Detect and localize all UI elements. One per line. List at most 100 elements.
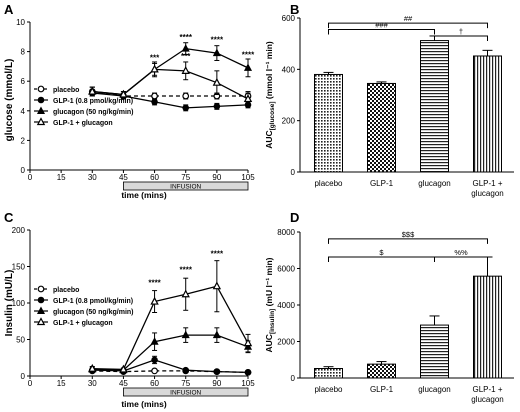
- y-tick-label: 0: [291, 374, 296, 383]
- panel-letter: C: [4, 210, 14, 225]
- significance-label: ##: [404, 14, 413, 23]
- category-label: placebo: [314, 385, 343, 394]
- x-tick-label: 75: [181, 173, 190, 182]
- data-point: [182, 92, 190, 100]
- category-label: glucagon: [471, 395, 503, 404]
- y-tick-label: 50: [16, 336, 25, 345]
- y-tick-label: 100: [12, 299, 26, 308]
- x-tick-label: 105: [241, 173, 255, 182]
- bar: [367, 82, 396, 173]
- data-point: [243, 63, 253, 71]
- series-3: [88, 260, 253, 373]
- y-axis-label: AUC[insulin] (mU l⁻¹ min): [264, 257, 276, 352]
- y-tick-label: 0: [21, 372, 26, 381]
- legend: placebo GLP-1 (0.8 pmol/kg/min) glucagon (…: [34, 285, 134, 327]
- data-point: [119, 364, 128, 373]
- significance-label: ****: [148, 278, 161, 287]
- significance-label: %%: [454, 248, 468, 257]
- y-tick-label: 8: [21, 48, 26, 57]
- y-tick-label: 6000: [277, 265, 295, 274]
- x-axis-label: time (mins): [121, 190, 167, 200]
- infusion-label: INFUSION: [170, 390, 201, 397]
- significance-label: ###: [375, 21, 388, 30]
- data-point: [151, 92, 158, 100]
- significance-bracket: [434, 35, 488, 41]
- y-tick-label: 10: [16, 18, 25, 27]
- legend-label: placebo: [53, 287, 79, 294]
- data-point: [243, 338, 253, 347]
- legend-marker: [37, 85, 45, 93]
- bar: [314, 368, 343, 379]
- y-tick-label: 200: [12, 226, 26, 235]
- data-point: [212, 330, 221, 339]
- legend-label: GLP-1 (0.8 pmol/kg/min): [53, 298, 133, 305]
- y-tick-label: 0: [291, 168, 296, 177]
- x-tick-label: 90: [212, 173, 221, 182]
- panel-b: B 0 200 400 600 AUC[glucose] (mmol l⁻¹ min) pl…: [264, 2, 514, 198]
- x-tick-label: 0: [28, 379, 33, 388]
- legend-label: GLP-1 + glucagon: [53, 320, 113, 327]
- data-point: [244, 369, 252, 376]
- y-tick-label: 2: [21, 136, 26, 145]
- legend-label: glucagon (50 ng/kg/min): [53, 309, 134, 316]
- data-point: [88, 363, 97, 372]
- legend-marker: [36, 106, 46, 114]
- data-point: [150, 64, 159, 73]
- category-label: glucagon: [418, 385, 450, 394]
- data-point: [243, 94, 253, 103]
- data-point: [213, 103, 221, 110]
- x-tick-label: 75: [181, 379, 190, 388]
- y-tick-label: 4000: [277, 301, 295, 310]
- series-line: [92, 334, 249, 371]
- significance-label: †: [459, 27, 463, 36]
- bar: [473, 275, 502, 379]
- data-point: [213, 368, 221, 375]
- series-line: [92, 359, 249, 373]
- y-tick-label: 8000: [277, 228, 295, 237]
- series-line: [92, 285, 249, 371]
- significance-bracket: [328, 238, 488, 244]
- significance-bracket: [328, 256, 435, 263]
- data-point: [151, 367, 158, 375]
- legend-marker: [37, 296, 45, 304]
- legend-marker: [36, 317, 46, 326]
- y-tick-label: 400: [282, 65, 296, 74]
- legend-label: GLP-1 + glucagon: [53, 120, 113, 127]
- series-line: [92, 92, 249, 109]
- category-label: GLP-1: [370, 385, 394, 394]
- series-line: [92, 90, 248, 97]
- panel-d: D 0 2000 4000 6000 8000 AUC[insulin] (mU l⁻¹ m…: [264, 210, 514, 404]
- y-tick-label: 600: [282, 14, 296, 23]
- data-point: [182, 366, 190, 374]
- series-line: [92, 68, 249, 100]
- data-point: [212, 281, 222, 290]
- infusion-bar: [123, 181, 249, 191]
- data-point: [181, 289, 190, 298]
- panel-letter: B: [290, 2, 299, 17]
- panel-letter: D: [290, 210, 299, 225]
- x-tick-label: 105: [241, 379, 255, 388]
- panel-c: C 0 50 100 150 200 0 15 30 45 60 75 90 105 INFUSIONtim…: [4, 210, 255, 409]
- category-label: glucagon: [471, 189, 503, 198]
- significance-bracket: [328, 29, 435, 35]
- legend-label: GLP-1 (0.8 pmol/kg/min): [53, 98, 133, 105]
- y-tick-label: 6: [21, 77, 26, 86]
- category-label: GLP-1: [370, 179, 394, 188]
- legend-marker: [36, 117, 46, 126]
- data-point: [181, 66, 190, 74]
- significance-label: ****: [242, 51, 255, 60]
- panel-letter: A: [4, 2, 14, 17]
- data-point: [212, 77, 222, 86]
- y-tick-label: 200: [282, 117, 296, 126]
- legend: placebo GLP-1 (0.8 pmol/kg/min) glucagon (…: [34, 85, 134, 127]
- legend-marker: [37, 96, 45, 104]
- bar: [420, 324, 449, 379]
- x-tick-label: 15: [57, 173, 66, 182]
- category-label: glucagon: [418, 179, 450, 188]
- data-point: [88, 86, 97, 95]
- x-tick-label: 60: [150, 379, 159, 388]
- y-tick-label: 2000: [277, 338, 295, 347]
- series-2: [88, 327, 253, 374]
